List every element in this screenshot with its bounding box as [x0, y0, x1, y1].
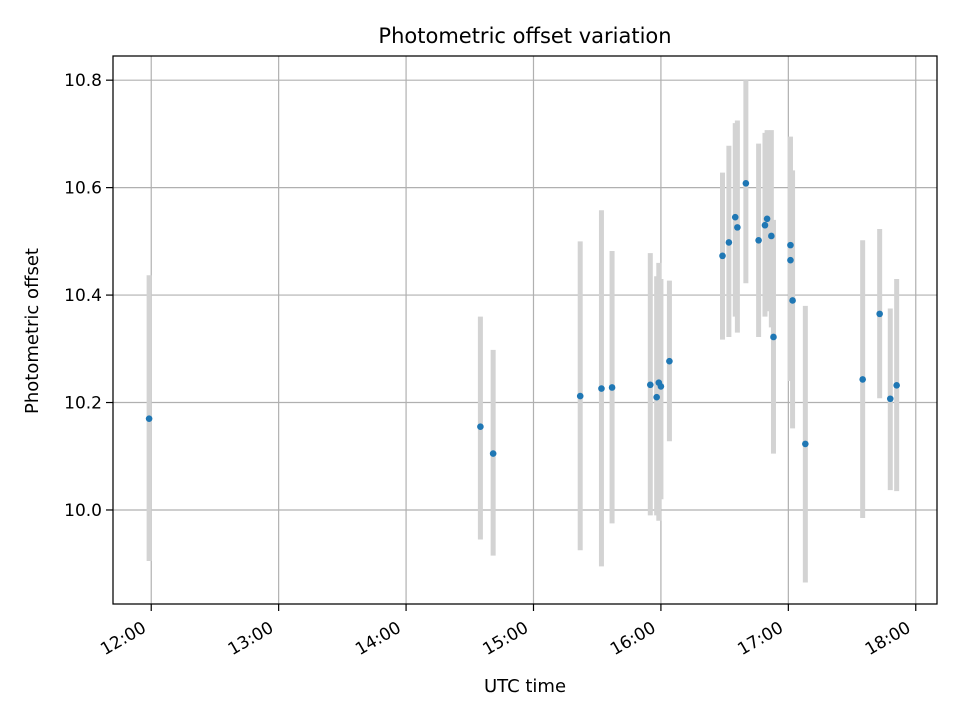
data-point: [859, 376, 866, 383]
data-point: [576, 392, 584, 400]
axes-frame: [112, 55, 938, 605]
y-tick-label: 10.4: [64, 286, 102, 306]
data-point: [893, 382, 900, 389]
data-point: [886, 395, 894, 403]
chart-title: Photometric offset variation: [378, 24, 671, 48]
data-point: [608, 384, 616, 391]
data-point: [657, 383, 665, 390]
y-axis-label: Photometric offset: [22, 248, 43, 414]
y-tick-label: 10.2: [64, 394, 102, 414]
data-point: [789, 297, 796, 304]
data-point: [598, 385, 605, 392]
data-point: [742, 180, 750, 187]
data-point: [646, 381, 654, 389]
data-point: [761, 221, 769, 229]
data-point: [734, 224, 741, 231]
data-point: [145, 415, 153, 422]
data-point: [666, 357, 673, 365]
data-point: [719, 252, 726, 260]
data-point: [477, 423, 484, 431]
y-tick-label: 10.8: [64, 71, 102, 91]
data-point: [725, 239, 733, 246]
data-point: [787, 256, 794, 264]
data-point: [731, 213, 739, 221]
y-axis-ticks: 10.0 10.2 10.4 10.6 10.8: [64, 71, 113, 521]
data-point: [489, 450, 497, 457]
grid: [113, 56, 937, 604]
y-tick-label: 10.0: [64, 501, 102, 521]
x-axis-label: UTC time: [484, 676, 566, 697]
data-point: [653, 393, 660, 401]
data-points: [145, 180, 900, 457]
data-point: [770, 333, 777, 341]
data-point: [787, 241, 794, 249]
data-point: [763, 215, 771, 223]
data-point: [768, 232, 775, 240]
data-point: [802, 440, 809, 448]
data-point: [876, 310, 883, 318]
y-tick-label: 10.6: [64, 179, 102, 199]
data-point: [755, 236, 762, 244]
